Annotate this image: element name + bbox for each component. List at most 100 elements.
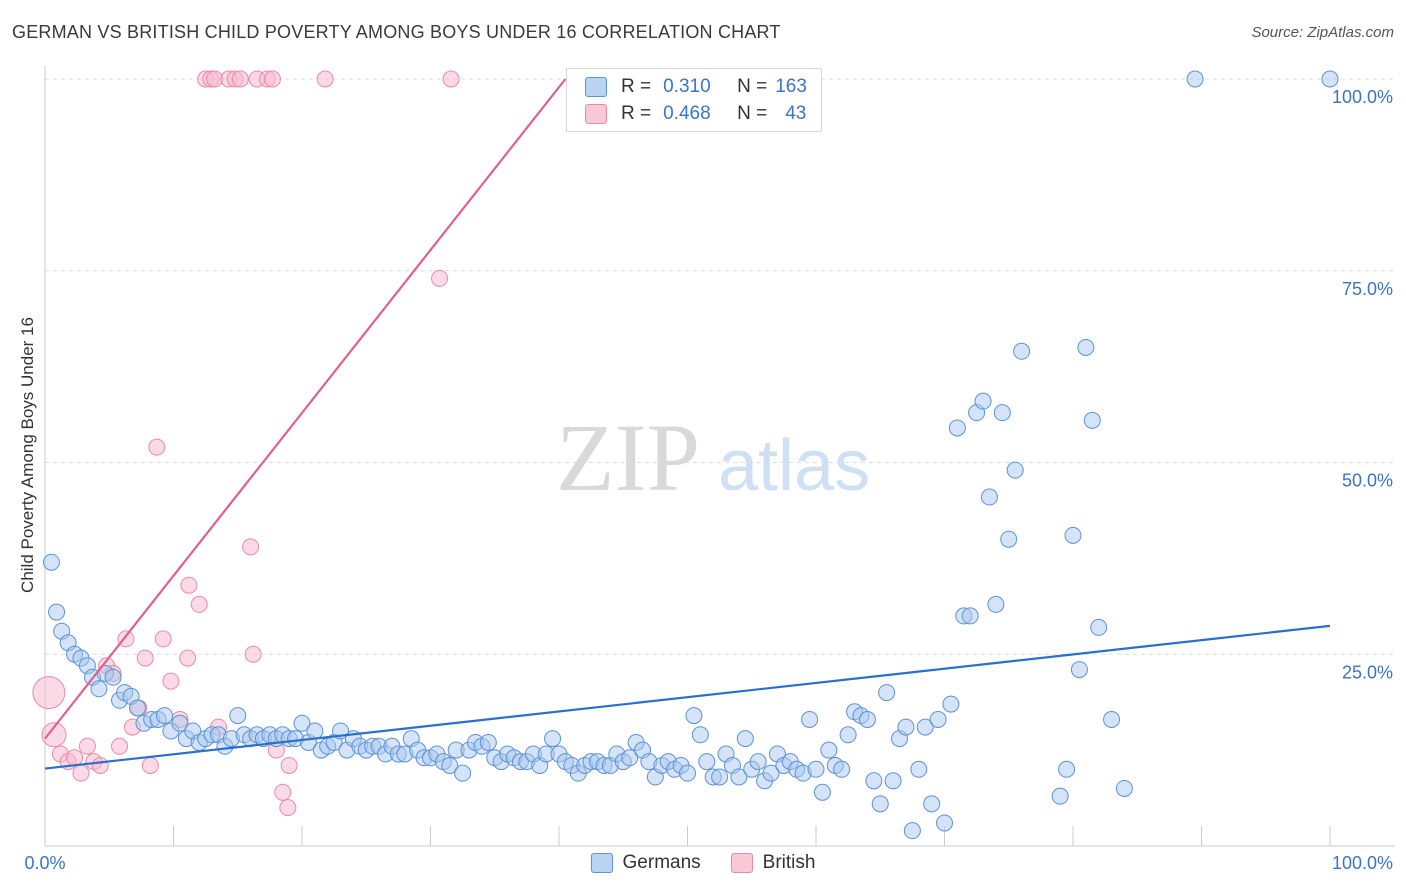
german-point [1115,779,1133,797]
german-point [1077,338,1095,356]
british-point [274,783,292,801]
german-point [878,684,896,702]
germans-n-label: N = [737,76,768,97]
british-point [72,764,90,782]
germans-swatch [585,77,607,97]
german-point [865,772,883,790]
watermark-zip: ZIP [556,404,700,511]
german-point [910,760,928,778]
german-point [923,795,941,813]
german-point [762,764,780,782]
german-point [90,680,108,698]
german-point [698,753,716,771]
british-point [263,70,281,88]
german-point [948,419,966,437]
correlation-legend: R = 0.310 N = 163 R = 0.468 N = 43 [566,68,822,132]
x-tick-label-1: 100.0% [1332,853,1393,873]
german-point [1064,526,1082,544]
british-point [111,737,129,755]
legend-germans-label: Germans [622,852,701,873]
series-legend: Germans British [0,852,1406,874]
german-point [749,753,767,771]
trend-lines [44,78,1331,770]
tick-labels: 25.0% 50.0% 75.0% 100.0% 0.0% 100.0% [24,87,1393,873]
german-point [801,710,819,728]
german-point [229,707,247,725]
british-trend-line [44,78,567,740]
british-point [280,756,298,774]
german-point [858,710,876,728]
british-point [206,70,224,88]
german-point [839,726,857,744]
german-point [942,695,960,713]
legend-british-label: British [762,852,816,873]
germans-r-label: R = [621,76,652,97]
german-point [479,733,497,751]
watermark-atlas: atlas [718,426,870,506]
british-point [136,649,154,667]
british-point [78,737,96,755]
british-point [442,70,460,88]
germans-n-value: 163 [775,76,807,97]
german-point [454,764,472,782]
x-tick-label-0: 0.0% [24,853,65,873]
german-point [833,760,851,778]
german-point [156,707,174,725]
british-point [148,438,166,456]
german-point [820,741,838,759]
german-point [691,726,709,744]
legend-british-swatch [730,853,753,873]
british-point [141,756,159,774]
british-point [190,595,208,613]
german-point [679,764,696,782]
german-point [685,707,703,725]
source-credit: Source: ZipAtlas.com [1251,24,1394,41]
legend-item-british: British [730,852,816,874]
german-point [1186,70,1204,88]
german-point [1058,760,1076,778]
german-point [544,730,562,748]
y-tick-label-3: 100.0% [1332,87,1393,107]
german-point [974,392,992,410]
german-point [987,595,1005,613]
german-point [42,553,60,571]
british-point [179,649,197,667]
german-point [1013,342,1031,360]
british-point [32,676,66,710]
german-point [1103,710,1121,728]
british-point [180,576,198,594]
german-point [1006,461,1024,479]
german-point [916,718,934,736]
german-point [871,795,889,813]
legend-item-germans: Germans [590,852,701,874]
german-point [293,714,311,732]
german-point [1070,661,1088,679]
german-point [730,768,748,786]
y-tick-label-2: 75.0% [1342,279,1393,299]
german-point [897,718,915,736]
german-point [980,488,998,506]
german-point [936,814,953,832]
chart-title: GERMAN VS BRITISH CHILD POVERTY AMONG BO… [12,22,781,42]
german-point [884,772,902,790]
british-point [242,538,260,556]
british-point [66,749,84,767]
legend-row-germans: R = 0.310 N = 163 [585,76,807,98]
british-point [41,722,67,748]
germans-r-value: 0.310 [663,76,711,97]
british-point [244,645,262,663]
y-tick-label-0: 25.0% [1342,662,1393,682]
gridlines [45,78,1395,655]
german-point [961,607,979,625]
british-point [162,672,180,690]
german-point [1083,411,1101,429]
german-point [903,822,921,840]
german-point [736,730,754,748]
legend-row-british: R = 0.468 N = 43 [585,103,806,125]
watermark: ZIP atlas [556,404,870,511]
german-point [48,603,66,621]
british-point [154,630,172,648]
british-points [32,70,460,817]
axes [44,66,1395,847]
